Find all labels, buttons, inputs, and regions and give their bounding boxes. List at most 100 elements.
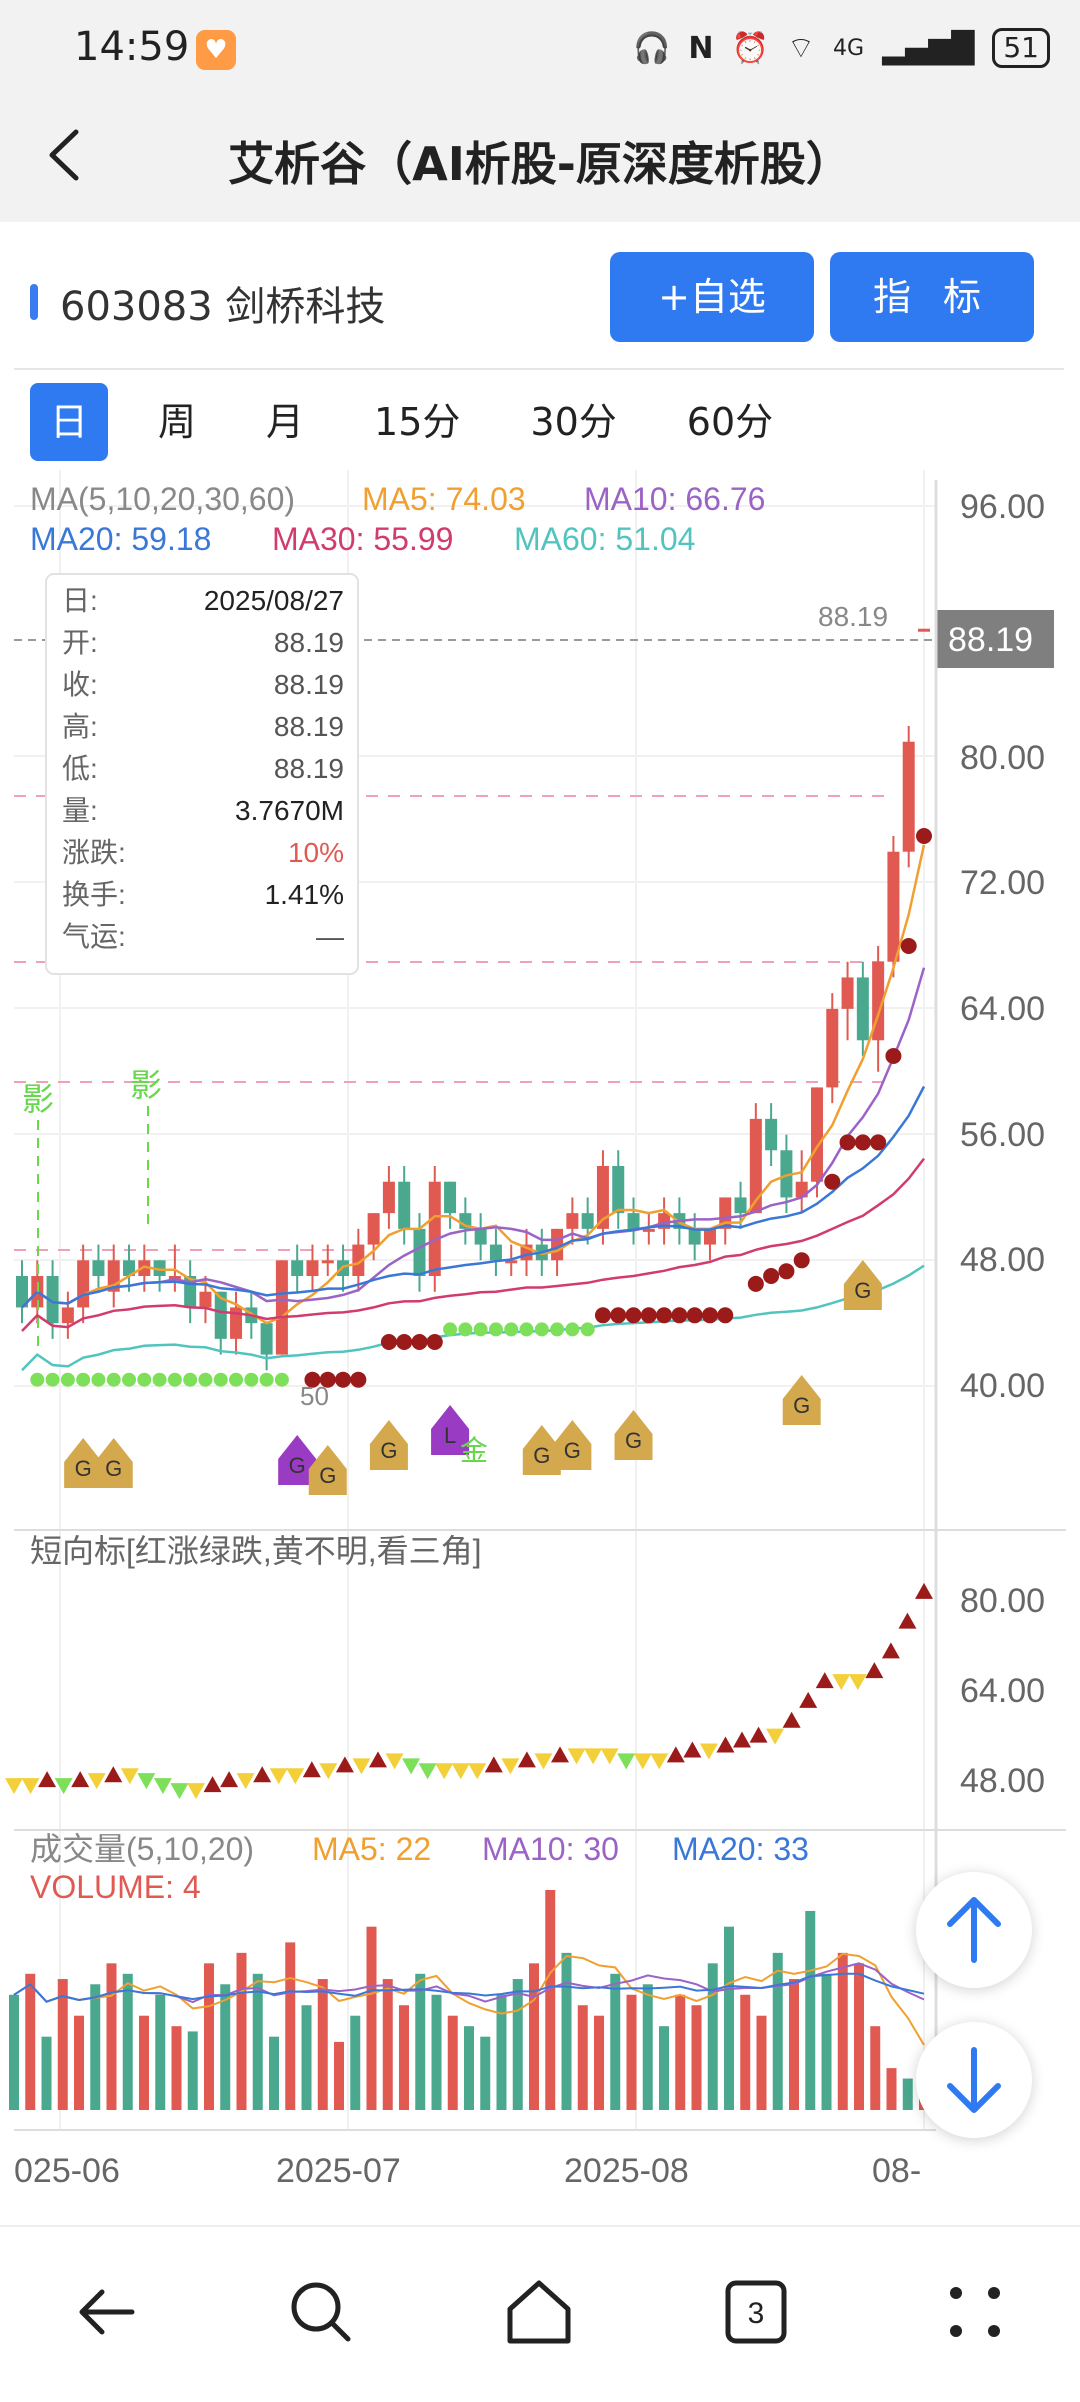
volume-bar [480,2036,491,2110]
support-dot [686,1307,703,1324]
nav-menu-button[interactable] [930,2267,1020,2357]
volume-bar [317,1979,328,2110]
short-indicator-triangle [220,1771,239,1788]
tab-month[interactable]: 月 [266,400,305,444]
tab-30min[interactable]: 30分 [530,400,617,444]
shadow-label: 影 [22,1081,54,1117]
price-tick: 80.00 [960,739,1045,777]
x-tick: 08- [872,2152,921,2190]
nav-tabs-button[interactable]: 3 [710,2267,800,2357]
candle-body [612,1166,625,1214]
support-dot [885,1048,902,1064]
volume-bar [187,2031,198,2110]
support-dot [91,1372,106,1387]
tooltip-value: 88.19 [274,753,344,784]
volume-ma20-line [13,1972,925,2003]
volume-bar [610,1973,621,2110]
volume-bar [431,1994,442,2110]
tab-week[interactable]: 周 [158,400,197,444]
svg-text:G: G [533,1443,550,1468]
support-dot [701,1307,718,1324]
short-indicator-triangle [418,1763,437,1780]
back-button[interactable] [36,120,106,190]
scroll-down-button[interactable] [916,2022,1032,2138]
short-indicator-triangle [600,1748,619,1765]
volume-bars [9,1890,929,2110]
nav-back-button[interactable] [62,2267,152,2357]
browser-bottom-nav: 3 [0,2225,1080,2402]
tooltip-key: 换手: [62,879,126,910]
nav-search-button[interactable] [276,2267,366,2357]
signal-badge: G [308,1445,347,1495]
candle-body [688,1228,701,1245]
nav-home-button[interactable] [494,2267,584,2357]
volume-ma10: MA10: 30 [482,1831,619,1867]
scroll-up-button[interactable] [916,1872,1032,1988]
candle-body [749,1118,762,1214]
volume-bar [334,2041,344,2110]
headphone-icon: 🎧 [632,30,671,66]
tab-day[interactable]: 日 [30,383,109,461]
support-dot [152,1372,167,1387]
support-dot [870,1134,887,1151]
status-bar: 14:59 ♥ 🎧 N ⏰ ⌔ 4G ▂▄▆█ 51 [0,0,1080,90]
volume-bar [902,2078,913,2110]
short-indicator-triangle [534,1753,553,1770]
signal-badge: G [369,1420,408,1470]
short-indicator-triangle [699,1743,718,1760]
volume-bar [122,1973,133,2110]
stock-chart[interactable]: MA(5,10,20,30,60) MA5: 74.03 MA10: 66.76… [0,470,1080,2200]
signal-badge: G [278,1435,317,1485]
support-dot [594,1307,611,1324]
add-watchlist-button[interactable]: +自选 [610,252,814,342]
candle-body [826,1008,839,1088]
support-dot [244,1372,259,1387]
candle-body [581,1213,594,1229]
signal-badge: G [614,1410,653,1460]
support-dot [747,1275,764,1292]
svg-text:G: G [564,1438,581,1463]
candle-body [352,1244,365,1276]
tab-60min[interactable]: 60分 [686,400,774,444]
ma5-legend: MA5: 74.03 [362,481,526,517]
support-dot [458,1322,473,1337]
support-dot [335,1371,352,1388]
volume-bar [57,1979,68,2110]
short-axis: 80.00 64.00 48.00 [960,1582,1045,1800]
support-dot [45,1372,60,1387]
volume-legend-label: 成交量(5,10,20) [30,1831,254,1867]
candle-body [398,1181,411,1229]
ma20-legend: MA20: 59.18 [30,521,211,557]
indicator-button[interactable]: 指 标 [830,252,1034,342]
value-label: 50 [300,1381,329,1411]
short-indicator-triangle [915,1582,933,1599]
support-dot [198,1372,213,1387]
svg-text:3: 3 [748,2297,765,2330]
candle-body [260,1323,273,1355]
svg-text:L: L [444,1423,456,1448]
app-notification-icon: ♥ [196,30,236,70]
short-indicator-triangle [551,1746,569,1763]
volume-bar [756,2015,767,2110]
short-indicator-triangle [203,1776,222,1793]
volume-bar [415,1973,426,2110]
arrow-down-icon [947,2047,1001,2113]
volume-bar [707,1963,718,2110]
tooltip-value: 3.7670M [235,795,344,826]
signal-badge: G [64,1438,103,1488]
short-indicator-triangle [71,1771,90,1788]
signal-badge: G [94,1438,133,1488]
tooltip-value: 88.19 [274,669,344,700]
short-indicator-triangle [832,1674,851,1691]
volume-bar [821,1973,832,2110]
support-dot [793,1252,810,1269]
tab-15min[interactable]: 15分 [374,400,461,444]
short-indicator-triangle [286,1768,305,1785]
candle-body [92,1260,105,1276]
short-indicator-triangle [749,1726,768,1743]
short-indicator-triangle [236,1773,255,1790]
ma-legend-label: MA(5,10,20,30,60) [30,481,295,517]
volume-bar [285,1942,296,2110]
short-indicator-triangle [170,1783,189,1800]
short-indicator-triangle [848,1674,867,1691]
